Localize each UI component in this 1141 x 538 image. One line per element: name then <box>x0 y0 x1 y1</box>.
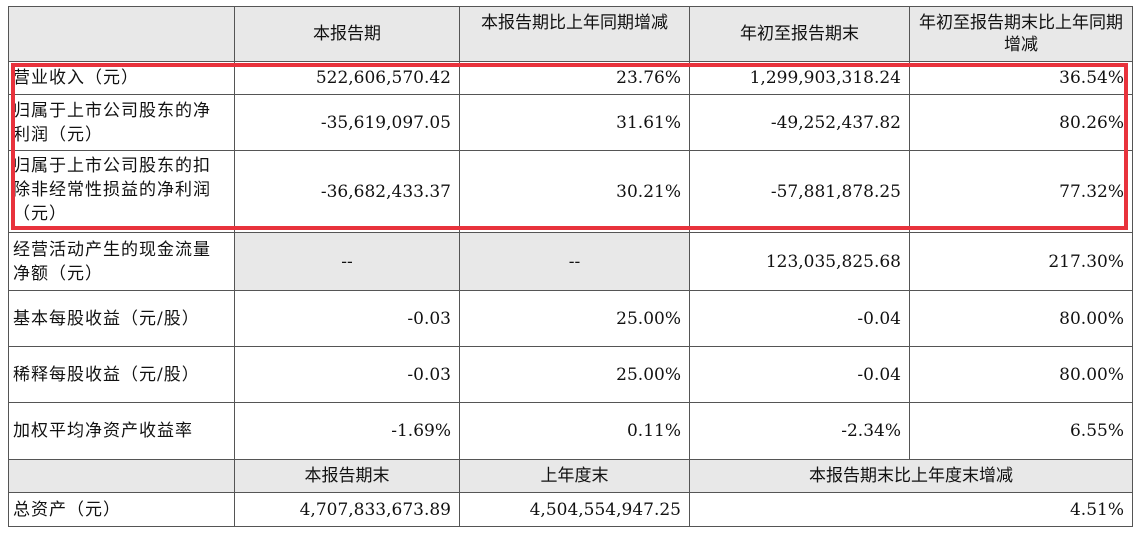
cell-value: -36,682,433.37 <box>234 150 460 233</box>
header-blank-cell <box>8 6 235 62</box>
table-row: 归属于上市公司股东的净利润（元） -35,619,097.05 31.61% -… <box>8 94 1133 151</box>
cell-value: -1.69% <box>234 402 460 460</box>
row-label: 归属于上市公司股东的净利润（元） <box>8 94 235 151</box>
row-label: 总资产（元） <box>8 492 235 527</box>
table-subheader-row: 本报告期末 上年度末 本报告期末比上年度末增减 <box>8 459 1133 493</box>
cell-value: 217.30% <box>909 232 1133 291</box>
cell-value: 23.76% <box>459 61 690 95</box>
row-label: 基本每股收益（元/股） <box>8 290 235 347</box>
table-row: 总资产（元） 4,707,833,673.89 4,504,554,947.25… <box>8 492 1133 527</box>
table-row: 加权平均净资产收益率 -1.69% 0.11% -2.34% 6.55% <box>8 402 1133 460</box>
cell-value: 30.21% <box>459 150 690 233</box>
cell-value: 6.55% <box>909 402 1133 460</box>
financial-table-frame: 本报告期 本报告期比上年同期增减 年初至报告期末 年初至报告期末比上年同期增减 … <box>8 6 1133 530</box>
cell-value: -2.34% <box>689 402 910 460</box>
row-label: 稀释每股收益（元/股） <box>8 346 235 403</box>
cell-value: 80.00% <box>909 290 1133 347</box>
table-row: 经营活动产生的现金流量净额（元） -- -- 123,035,825.68 21… <box>8 232 1133 291</box>
cell-value: -- <box>459 232 690 291</box>
cell-value: -0.03 <box>234 346 460 403</box>
cell-value: 80.26% <box>909 94 1133 151</box>
cell-value: 36.54% <box>909 61 1133 95</box>
header-period-end: 本报告期末 <box>234 459 460 493</box>
cell-value: 522,606,570.42 <box>234 61 460 95</box>
cell-value: -0.03 <box>234 290 460 347</box>
cell-value: 4,504,554,947.25 <box>459 492 690 527</box>
cell-value: -- <box>234 232 460 291</box>
table-row: 归属于上市公司股东的扣除非经常性损益的净利润（元） -36,682,433.37… <box>8 150 1133 233</box>
cell-value: -0.04 <box>689 346 910 403</box>
header-current-period: 本报告期 <box>234 6 460 62</box>
row-label: 加权平均净资产收益率 <box>8 402 235 460</box>
table-row: 基本每股收益（元/股） -0.03 25.00% -0.04 80.00% <box>8 290 1133 347</box>
header-prior-year-end: 上年度末 <box>459 459 690 493</box>
cell-value: 25.00% <box>459 346 690 403</box>
cell-value: 4.51% <box>689 492 1133 527</box>
row-label: 营业收入（元） <box>8 61 235 95</box>
cell-value: 4,707,833,673.89 <box>234 492 460 527</box>
header-current-period-yoy: 本报告期比上年同期增减 <box>459 6 690 62</box>
cell-value: -0.04 <box>689 290 910 347</box>
header-ytd-yoy: 年初至报告期末比上年同期增减 <box>909 6 1133 62</box>
header-ytd-yoy-text: 年初至报告期末比上年同期增减 <box>919 13 1123 55</box>
cell-value: 0.11% <box>459 402 690 460</box>
table-row: 稀释每股收益（元/股） -0.03 25.00% -0.04 80.00% <box>8 346 1133 403</box>
row-label-text: 归属于上市公司股东的扣除非经常性损益的净利润（元） <box>13 155 211 224</box>
cell-value: 25.00% <box>459 290 690 347</box>
cell-value: 123,035,825.68 <box>689 232 910 291</box>
header-current-period-yoy-text: 本报告期比上年同期增减 <box>481 13 668 33</box>
table-row: 营业收入（元） 522,606,570.42 23.76% 1,299,903,… <box>8 61 1133 95</box>
subheader-blank-cell <box>8 459 235 493</box>
cell-value: -57,881,878.25 <box>689 150 910 233</box>
cell-value: 80.00% <box>909 346 1133 403</box>
cell-value: 31.61% <box>459 94 690 151</box>
cell-value: -49,252,437.82 <box>689 94 910 151</box>
header-ytd: 年初至报告期末 <box>689 6 910 62</box>
financial-summary-table: 本报告期 本报告期比上年同期增减 年初至报告期末 年初至报告期末比上年同期增减 … <box>8 6 1133 527</box>
row-label: 归属于上市公司股东的扣除非经常性损益的净利润（元） <box>8 150 235 233</box>
table-header-row: 本报告期 本报告期比上年同期增减 年初至报告期末 年初至报告期末比上年同期增减 <box>8 6 1133 62</box>
header-period-end-vs-prior: 本报告期末比上年度末增减 <box>689 459 1133 493</box>
cell-value: -35,619,097.05 <box>234 94 460 151</box>
row-label: 经营活动产生的现金流量净额（元） <box>8 232 235 291</box>
cell-value: 77.32% <box>909 150 1133 233</box>
cell-value: 1,299,903,318.24 <box>689 61 910 95</box>
